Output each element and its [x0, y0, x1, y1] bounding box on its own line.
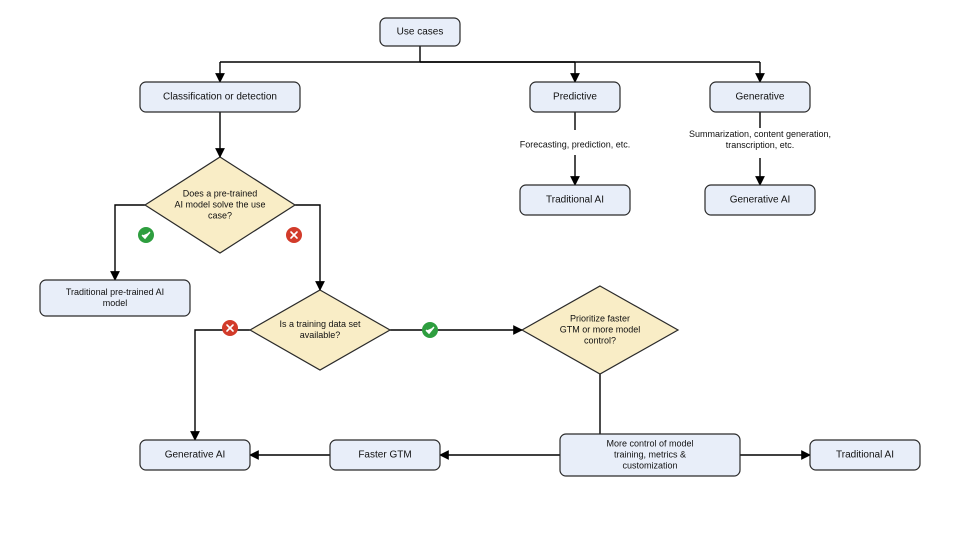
label-class: Classification or detection: [163, 92, 277, 103]
svg-text:training, metrics &: training, metrics &: [614, 449, 686, 459]
svg-text:GTM or more model: GTM or more model: [560, 324, 641, 334]
svg-text:transcription, etc.: transcription, etc.: [726, 140, 795, 150]
edge-6: [195, 330, 250, 440]
edge-0: [220, 46, 420, 82]
svg-text:control?: control?: [584, 335, 616, 345]
svg-text:Is a training data set: Is a training data set: [279, 319, 361, 329]
svg-text:AI model solve the use: AI model solve the use: [174, 199, 265, 209]
label-genAI: Generative AI: [165, 450, 226, 461]
label-tradAI2: Traditional AI: [836, 450, 894, 461]
label-tradAI: Traditional AI: [546, 195, 604, 206]
svg-text:Does a pre-trained: Does a pre-trained: [183, 188, 258, 198]
svg-text:Summarization, content generat: Summarization, content generation,: [689, 129, 831, 139]
edge-1: [420, 62, 575, 82]
svg-text:Prioritize faster: Prioritize faster: [570, 313, 630, 323]
label-gen: Generative: [736, 92, 785, 103]
badge-no: [222, 320, 238, 336]
label-pred: Predictive: [553, 92, 597, 103]
label-genAItop: Generative AI: [730, 195, 791, 206]
edge-2: [420, 62, 760, 82]
svg-text:model: model: [103, 298, 128, 308]
badge-no: [286, 227, 302, 243]
badge-yes: [138, 227, 154, 243]
svg-text:case?: case?: [208, 210, 232, 220]
svg-text:More control of model: More control of model: [606, 438, 693, 448]
svg-text:customization: customization: [622, 460, 677, 470]
edge-4: [115, 205, 145, 280]
label-predTxt: Forecasting, prediction, etc.: [520, 139, 631, 149]
svg-text:available?: available?: [300, 330, 341, 340]
label-fastGTM: Faster GTM: [358, 450, 411, 461]
edge-5: [295, 205, 320, 290]
label-root: Use cases: [397, 27, 444, 38]
badge-yes: [422, 322, 438, 338]
svg-text:Traditional pre-trained AI: Traditional pre-trained AI: [66, 287, 164, 297]
